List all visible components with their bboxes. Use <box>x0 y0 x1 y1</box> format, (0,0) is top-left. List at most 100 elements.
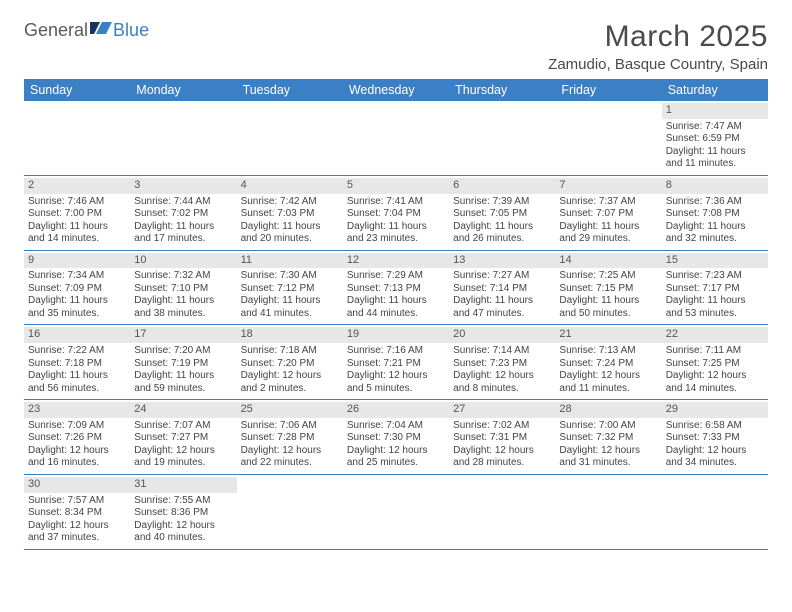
empty-cell <box>555 101 661 175</box>
sunset-text: Sunset: 7:30 PM <box>347 432 445 445</box>
sunrise-text: Sunrise: 7:44 AM <box>134 196 232 209</box>
week-row: 1Sunrise: 7:47 AMSunset: 6:59 PMDaylight… <box>24 101 768 176</box>
day-header: Thursday <box>449 79 555 101</box>
daylight-text: Daylight: 11 hours and 35 minutes. <box>28 295 126 320</box>
sunrise-text: Sunrise: 7:29 AM <box>347 270 445 283</box>
sunset-text: Sunset: 7:10 PM <box>134 283 232 296</box>
daylight-text: Daylight: 12 hours and 2 minutes. <box>241 370 339 395</box>
sunset-text: Sunset: 7:32 PM <box>559 432 657 445</box>
sunset-text: Sunset: 7:20 PM <box>241 358 339 371</box>
day-cell: 24Sunrise: 7:07 AMSunset: 7:27 PMDayligh… <box>130 400 236 474</box>
week-row: 30Sunrise: 7:57 AMSunset: 8:34 PMDayligh… <box>24 475 768 550</box>
day-number: 16 <box>24 327 130 343</box>
daylight-text: Daylight: 11 hours and 38 minutes. <box>134 295 232 320</box>
day-number: 4 <box>237 178 343 194</box>
daylight-text: Daylight: 11 hours and 59 minutes. <box>134 370 232 395</box>
day-number: 2 <box>24 178 130 194</box>
sunset-text: Sunset: 7:28 PM <box>241 432 339 445</box>
week-row: 16 Sunrise: 7:22 AMSunset: 7:18 PM Dayligh… <box>24 325 768 400</box>
empty-cell <box>555 475 661 549</box>
empty-cell <box>449 475 555 549</box>
sunrise-text: Sunrise: 6:58 AM <box>666 420 764 433</box>
sunset-text: Sunset: 7:18 PM <box>28 358 126 371</box>
day-cell: 19Sunrise: 7:16 AMSunset: 7:21 PMDayligh… <box>343 325 449 399</box>
day-cell: 7Sunrise: 7:37 AMSunset: 7:07 PMDaylight… <box>555 176 661 250</box>
sunrise-text: Sunrise: 7:42 AM <box>241 196 339 209</box>
day-number: 5 <box>343 178 449 194</box>
daylight-text: Daylight: 12 hours and 22 minutes. <box>241 445 339 470</box>
sunset-text: Sunset: 7:09 PM <box>28 283 126 296</box>
sunrise-text: Sunrise: 7:57 AM <box>28 495 126 508</box>
sunset-text: Sunset: 7:25 PM <box>666 358 764 371</box>
sunset-text: Sunset: 7:19 PM <box>134 358 232 371</box>
sunrise-text: Sunrise: 7:00 AM <box>559 420 657 433</box>
day-number: 19 <box>343 327 449 343</box>
sunset-text: Sunset: 7:13 PM <box>347 283 445 296</box>
day-cell: 11Sunrise: 7:30 AMSunset: 7:12 PMDayligh… <box>237 251 343 325</box>
daylight-text: Daylight: 11 hours and 44 minutes. <box>347 295 445 320</box>
calendar-grid: SundayMondayTuesdayWednesdayThursdayFrid… <box>24 79 768 550</box>
title-block: March 2025 Zamudio, Basque Country, Spai… <box>548 20 768 73</box>
empty-cell <box>343 101 449 175</box>
day-number: 14 <box>555 253 661 269</box>
day-number: 12 <box>343 253 449 269</box>
day-header: Friday <box>555 79 661 101</box>
day-cell: 22Sunrise: 7:11 AMSunset: 7:25 PMDayligh… <box>662 325 768 399</box>
daylight-text: Daylight: 12 hours and 19 minutes. <box>134 445 232 470</box>
sunrise-text: Sunrise: 7:25 AM <box>559 270 657 283</box>
day-number: 24 <box>130 402 236 418</box>
sunrise-text: Sunrise: 7:02 AM <box>453 420 551 433</box>
day-cell: 5Sunrise: 7:41 AMSunset: 7:04 PMDaylight… <box>343 176 449 250</box>
sunset-text: Sunset: 7:15 PM <box>559 283 657 296</box>
sunset-text: Sunset: 7:33 PM <box>666 432 764 445</box>
sunset-text: Sunset: 7:17 PM <box>666 283 764 296</box>
sunrise-text: Sunrise: 7:47 AM <box>666 121 764 134</box>
day-cell: 27Sunrise: 7:02 AMSunset: 7:31 PMDayligh… <box>449 400 555 474</box>
daylight-text: Daylight: 12 hours and 11 minutes. <box>559 370 657 395</box>
day-number: 29 <box>662 402 768 418</box>
empty-cell <box>449 101 555 175</box>
day-number: 8 <box>662 178 768 194</box>
day-header: Wednesday <box>343 79 449 101</box>
empty-cell <box>237 101 343 175</box>
daylight-text: Daylight: 11 hours and 14 minutes. <box>28 221 126 246</box>
week-row: 23Sunrise: 7:09 AMSunset: 7:26 PMDayligh… <box>24 400 768 475</box>
day-cell: 31Sunrise: 7:55 AMSunset: 8:36 PMDayligh… <box>130 475 236 549</box>
day-cell: 18 Sunrise: 7:18 AMSunset: 7:20 PMDayligh… <box>237 325 343 399</box>
day-header: Sunday <box>24 79 130 101</box>
weeks-container: 1Sunrise: 7:47 AMSunset: 6:59 PMDaylight… <box>24 101 768 550</box>
day-number: 17 <box>130 327 236 343</box>
empty-cell <box>343 475 449 549</box>
sunset-text: Sunset: 7:26 PM <box>28 432 126 445</box>
logo-text-1: General <box>24 20 88 41</box>
day-number: 10 <box>130 253 236 269</box>
sunset-text: Sunset: 7:23 PM <box>453 358 551 371</box>
daylight-text: Daylight: 11 hours and 26 minutes. <box>453 221 551 246</box>
sunrise-text: Sunrise: 7:14 AM <box>453 345 551 358</box>
day-header: Tuesday <box>237 79 343 101</box>
day-cell: 2Sunrise: 7:46 AMSunset: 7:00 PMDaylight… <box>24 176 130 250</box>
sunrise-text: Sunrise: 7:22 AM <box>28 345 126 358</box>
sunset-text: Sunset: 7:07 PM <box>559 208 657 221</box>
day-cell: 4Sunrise: 7:42 AMSunset: 7:03 PMDaylight… <box>237 176 343 250</box>
day-header: Monday <box>130 79 236 101</box>
day-cell: 10Sunrise: 7:32 AMSunset: 7:10 PMDayligh… <box>130 251 236 325</box>
day-number: 30 <box>24 477 130 493</box>
day-cell: 3Sunrise: 7:44 AMSunset: 7:02 PMDaylight… <box>130 176 236 250</box>
day-number: 18 <box>237 327 343 343</box>
sunrise-text: Sunrise: 7:18 AM <box>241 345 339 358</box>
daylight-text: Daylight: 12 hours and 8 minutes. <box>453 370 551 395</box>
day-header-row: SundayMondayTuesdayWednesdayThursdayFrid… <box>24 79 768 101</box>
sunset-text: Sunset: 7:00 PM <box>28 208 126 221</box>
empty-cell <box>237 475 343 549</box>
daylight-text: Daylight: 12 hours and 16 minutes. <box>28 445 126 470</box>
sunset-text: Sunset: 7:27 PM <box>134 432 232 445</box>
day-cell: 1Sunrise: 7:47 AMSunset: 6:59 PMDaylight… <box>662 101 768 175</box>
sunrise-text: Sunrise: 7:04 AM <box>347 420 445 433</box>
sunset-text: Sunset: 8:34 PM <box>28 507 126 520</box>
sunset-text: Sunset: 7:04 PM <box>347 208 445 221</box>
sunrise-text: Sunrise: 7:16 AM <box>347 345 445 358</box>
daylight-text: Daylight: 12 hours and 14 minutes. <box>666 370 764 395</box>
sunset-text: Sunset: 7:03 PM <box>241 208 339 221</box>
day-cell: 21Sunrise: 7:13 AMSunset: 7:24 PMDayligh… <box>555 325 661 399</box>
